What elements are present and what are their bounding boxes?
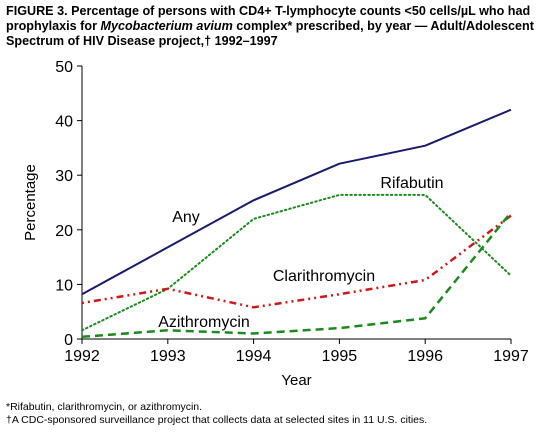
axis-ticks: 0 10 20 30 40 50 1992 1993 1994 1995 1996 1997 xyxy=(55,59,529,365)
caption-text: FIGURE 3. Percentage of persons with CD4… xyxy=(6,4,531,33)
series-label-clarithromycin: Clarithromycin xyxy=(273,268,375,285)
x-tick-label: 1994 xyxy=(236,348,272,365)
x-tick-label: 1995 xyxy=(322,348,358,365)
x-axis-title: Year xyxy=(281,372,311,389)
series-line-any xyxy=(81,108,512,296)
figure-caption: FIGURE 3. Percentage of persons with CD4… xyxy=(6,4,554,49)
series-label-any: Any xyxy=(172,209,200,226)
x-tick-label: 1993 xyxy=(150,348,186,365)
x-tick-label: 1992 xyxy=(64,348,100,365)
x-tick-label: 1997 xyxy=(493,348,529,365)
footnote-1: *Rifabutin, clarithromycin, or azithromy… xyxy=(6,401,203,413)
series-label-azithromycin: Azithromycin xyxy=(158,314,250,331)
y-tick-label: 30 xyxy=(55,168,73,185)
caption-italic-text: Mycobacterium avium xyxy=(100,19,233,33)
footnote-2: †A CDC-sponsored surveillance project th… xyxy=(6,414,428,426)
y-tick-label: 50 xyxy=(55,59,73,76)
caption-text-end: complex* prescribed, by year — Adult/Ado… xyxy=(6,19,534,48)
y-tick-label: 10 xyxy=(55,277,73,294)
footnotes: *Rifabutin, clarithromycin, or azithromy… xyxy=(6,401,554,427)
series-line-clarithromycin xyxy=(81,214,512,309)
y-tick-label: 20 xyxy=(55,223,73,240)
series-label-rifabutin: Rifabutin xyxy=(380,175,443,192)
series-labels: Any Rifabutin Clarithromycin Azithromycin xyxy=(158,175,443,331)
y-axis-title: Percentage xyxy=(22,164,39,241)
series-line-rifabutin xyxy=(81,193,512,332)
series-layer xyxy=(81,108,512,339)
series-line-azithromycin xyxy=(81,211,512,339)
y-tick-label: 0 xyxy=(64,332,73,349)
x-tick-label: 1996 xyxy=(407,348,443,365)
line-chart: 0 10 20 30 40 50 1992 1993 1994 1995 1996 1997 Any R… xyxy=(22,59,529,389)
y-tick-label: 40 xyxy=(55,114,73,131)
